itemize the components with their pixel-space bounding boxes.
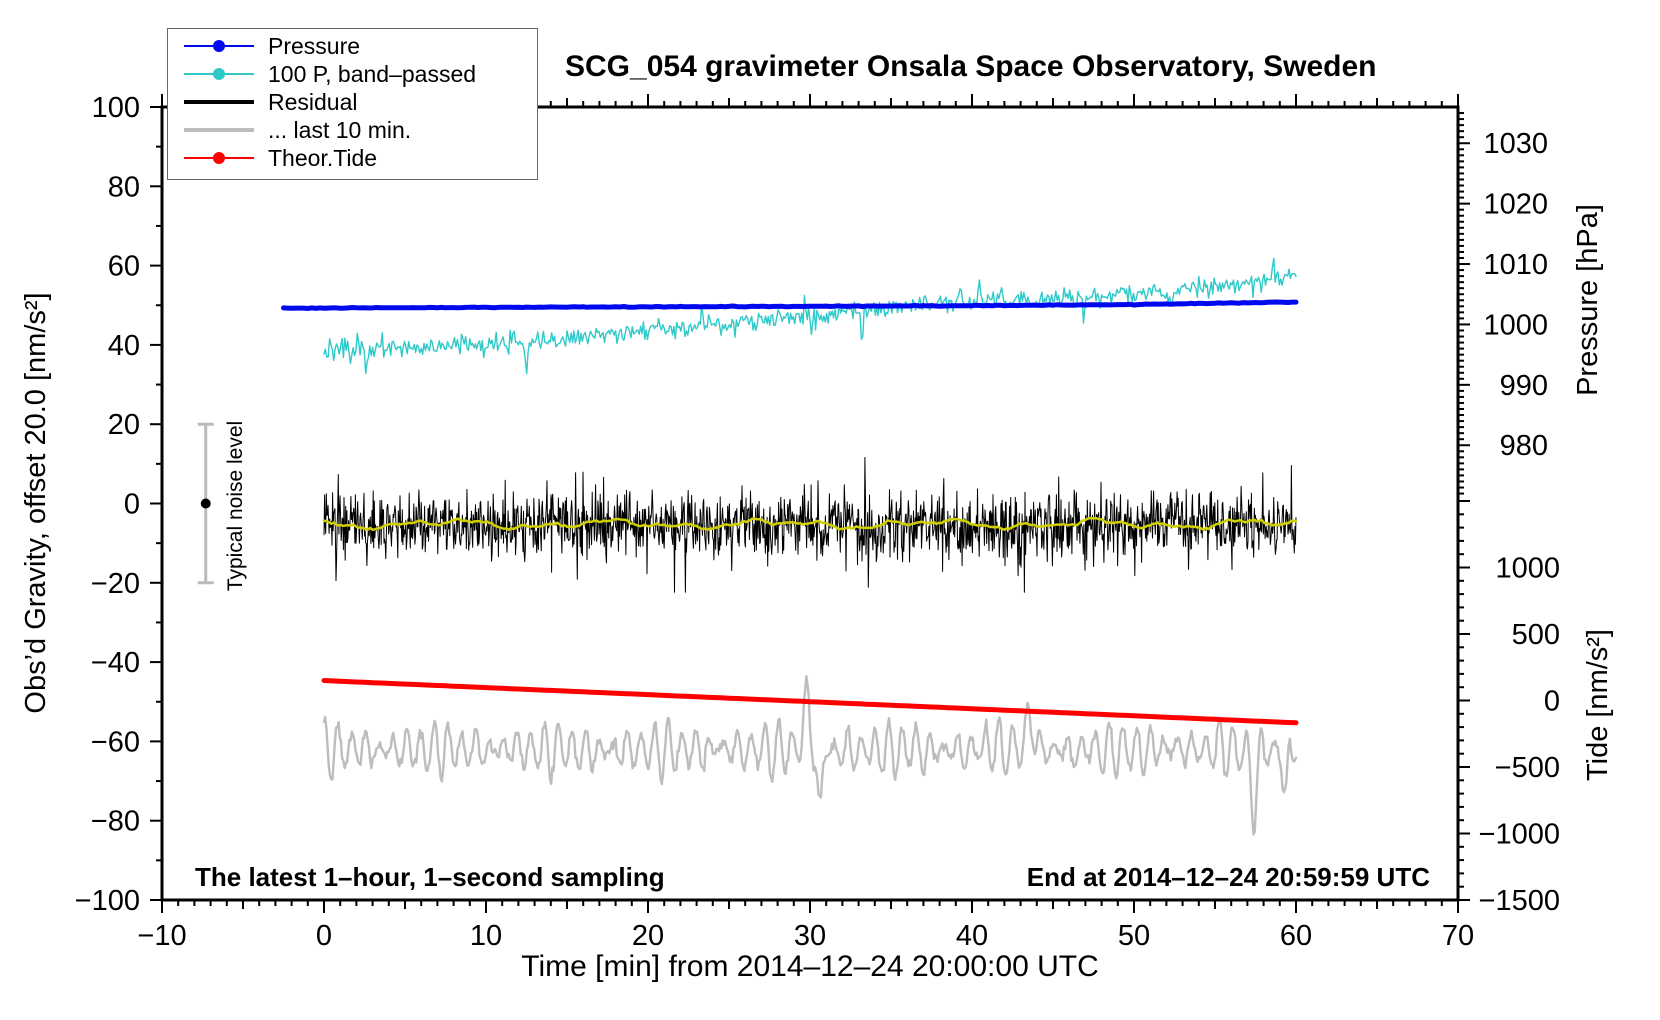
residual-line-swatch xyxy=(184,100,254,104)
end-time-annotation: End at 2014–12–24 20:59:59 UTC xyxy=(1026,862,1430,892)
svg-text:100: 100 xyxy=(92,92,140,124)
svg-text:−20: −20 xyxy=(91,568,140,600)
sampling-annotation: The latest 1–hour, 1–second sampling xyxy=(195,862,665,892)
svg-text:20: 20 xyxy=(632,920,664,952)
svg-text:1030: 1030 xyxy=(1483,128,1548,160)
pressure-axis-tick-labels: 980 990 1000 1010 1020 1030 xyxy=(1483,128,1548,462)
time-axis-title: Time [min] from 2014–12–24 20:00:00 UTC xyxy=(521,950,1099,983)
gravity-axis-tick-labels: −100 −80 −60 −40 −20 0 20 40 60 80 100 xyxy=(75,92,140,917)
tide-axis-title: Tide [nm/s²] xyxy=(1582,629,1614,782)
svg-text:60: 60 xyxy=(108,251,140,283)
svg-text:20: 20 xyxy=(108,409,140,441)
svg-text:40: 40 xyxy=(956,920,988,952)
series-pressure xyxy=(281,299,1299,311)
svg-text:−60: −60 xyxy=(91,726,140,758)
svg-text:1010: 1010 xyxy=(1483,249,1548,281)
svg-text:−80: −80 xyxy=(91,806,140,838)
svg-text:−1500: −1500 xyxy=(1479,885,1560,917)
svg-text:10: 10 xyxy=(470,920,502,952)
svg-text:−40: −40 xyxy=(91,647,140,679)
svg-text:80: 80 xyxy=(108,171,140,203)
svg-text:1000: 1000 xyxy=(1483,309,1548,341)
svg-text:1020: 1020 xyxy=(1483,189,1548,221)
chart-title: SCG_054 gravimeter Onsala Space Observat… xyxy=(565,50,1377,83)
pressure-axis-ticks xyxy=(1458,112,1470,495)
svg-text:−1000: −1000 xyxy=(1479,819,1560,851)
x-axis-ticks-bottom xyxy=(161,900,1459,913)
svg-text:0: 0 xyxy=(124,489,140,521)
svg-text:1000: 1000 xyxy=(1495,553,1560,585)
svg-text:60: 60 xyxy=(1280,920,1312,952)
pressure-axis-title: Pressure [hPa] xyxy=(1572,204,1604,396)
svg-text:70: 70 xyxy=(1442,920,1474,952)
svg-text:990: 990 xyxy=(1500,370,1548,402)
legend-label: ... last 10 min. xyxy=(268,116,412,143)
svg-text:0: 0 xyxy=(316,920,332,952)
svg-text:500: 500 xyxy=(1512,619,1560,651)
series--last-10-min- xyxy=(322,675,1298,836)
legend-item-residual: Residual xyxy=(168,88,537,116)
legend-label: Residual xyxy=(268,88,358,115)
tide-axis-ticks xyxy=(1458,500,1470,901)
series-residual xyxy=(323,457,1297,593)
svg-text:40: 40 xyxy=(108,330,140,362)
x-axis-tick-labels: −10 0 10 20 30 40 50 60 70 xyxy=(137,920,1474,952)
svg-text:980: 980 xyxy=(1500,430,1548,462)
typical-noise-level-label: Typical noise level xyxy=(224,420,247,592)
band-passed-line-swatch xyxy=(184,68,254,80)
legend-label: Pressure xyxy=(268,32,361,59)
gravity-axis-ticks xyxy=(150,106,162,901)
gravity-axis-title: Obs’d Gravity, offset 20.0 [nm/s²] xyxy=(20,292,52,714)
pressure-line-swatch xyxy=(184,40,254,52)
last-10-min-line-swatch xyxy=(184,128,254,132)
legend-label: 100 P, band–passed xyxy=(268,60,477,87)
legend-item-theor-tide: Theor.Tide xyxy=(168,144,537,172)
noise-error-bar xyxy=(197,422,214,585)
tide-axis-tick-labels: −1500 −1000 −500 0 500 1000 xyxy=(1479,553,1560,918)
svg-text:30: 30 xyxy=(794,920,826,952)
svg-text:50: 50 xyxy=(1118,920,1150,952)
svg-text:0: 0 xyxy=(1544,686,1560,718)
series-theor-tide xyxy=(321,678,1299,726)
legend-item-band-passed: 100 P, band–passed xyxy=(168,60,537,88)
legend-item-last-10-min: ... last 10 min. xyxy=(168,116,537,144)
legend-item-pressure: Pressure xyxy=(168,32,537,60)
series-100-p-band-passed xyxy=(323,257,1297,375)
theor-tide-line-swatch xyxy=(184,152,254,164)
svg-text:−500: −500 xyxy=(1495,752,1560,784)
svg-text:−10: −10 xyxy=(137,920,186,952)
svg-text:−100: −100 xyxy=(75,885,140,917)
legend-label: Theor.Tide xyxy=(268,144,378,171)
plot-frame xyxy=(160,105,1460,902)
legend-box: Pressure 100 P, band–passed Residual ...… xyxy=(167,28,538,180)
series-residual-smoothed xyxy=(322,516,1298,532)
